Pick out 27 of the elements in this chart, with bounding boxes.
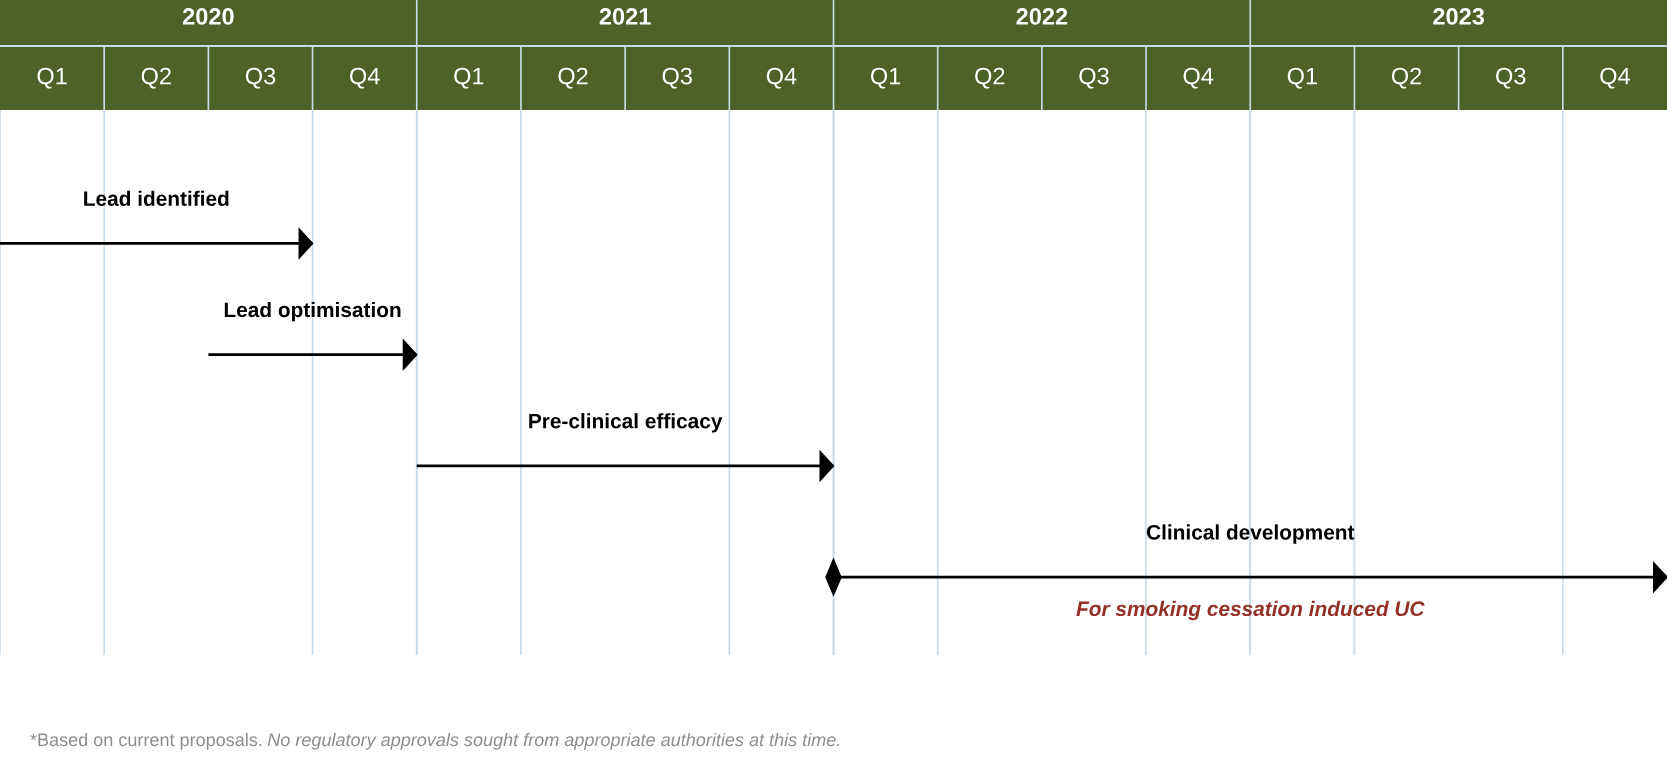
text: Q2 (975, 67, 1005, 89)
text: Q1 (37, 67, 67, 89)
annotation: Pre-clinical efficacy (529, 413, 723, 433)
text: Q3 (662, 67, 692, 89)
text: Q2 (558, 67, 588, 89)
annotation: Lead optimisation (224, 301, 401, 322)
text: Q4 (1600, 67, 1630, 89)
x-tick-label: 2021 (599, 8, 651, 25)
text: Q1 (454, 67, 484, 89)
text: Q2 (141, 67, 171, 89)
x-tick-label: 2023 (1433, 8, 1485, 25)
text: Q3 (1079, 67, 1109, 89)
x-tick-label: 2020 (182, 8, 234, 25)
text: Q3 (1496, 67, 1526, 89)
text: *Based on current proposals. (30, 732, 262, 750)
annotation: Clinical development (1146, 524, 1355, 544)
text: Q4 (766, 67, 797, 89)
text: Q1 (870, 67, 901, 89)
text: No regulatory approvals sought from appropriate authorities at this time. (267, 732, 840, 750)
annotation: Lead identified (84, 190, 229, 206)
text: Q4 (350, 67, 380, 89)
text: Q3 (245, 67, 276, 89)
text: Q2 (1391, 67, 1422, 89)
x-tick-label: 2022 (1016, 8, 1068, 25)
text: Q4 (1183, 67, 1214, 89)
text: Q1 (1287, 67, 1317, 89)
annotation: For smoking cessation induced UC (1076, 600, 1425, 621)
